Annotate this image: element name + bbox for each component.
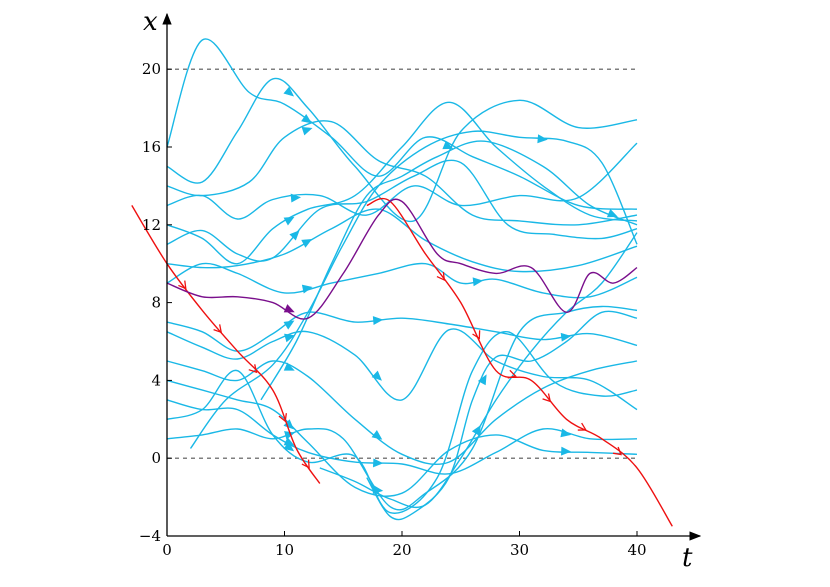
y-axis-label: x — [143, 7, 158, 37]
trajectory-line — [166, 159, 638, 262]
direction-arrow — [301, 459, 310, 469]
trajectory-blue-0 — [166, 38, 638, 210]
direction-arrow — [612, 446, 622, 456]
trajectory-blue-13 — [166, 331, 638, 514]
trajectory-blue-8 — [166, 311, 638, 352]
y-tick-label: 0 — [151, 449, 161, 467]
direction-arrow — [372, 316, 384, 325]
direction-arrow — [507, 369, 517, 379]
axes — [162, 12, 702, 541]
direction-arrow — [213, 324, 223, 334]
direction-arrow — [373, 458, 384, 468]
direction-arrow — [471, 424, 481, 436]
trajectory-blue-12 — [166, 399, 638, 475]
direction-arrow — [542, 393, 552, 403]
direction-arrow — [284, 333, 295, 343]
trajectory-line — [366, 197, 673, 527]
trajectory-blue-11 — [166, 379, 638, 498]
direction-arrow — [278, 413, 287, 423]
series-layer — [131, 38, 673, 527]
x-tick-label: 30 — [510, 541, 529, 559]
trajectory-blue-3 — [166, 142, 638, 220]
x-tick-label: 0 — [162, 541, 172, 559]
direction-arrow — [248, 364, 258, 374]
trajectory-blue-7 — [166, 262, 638, 299]
direction-arrow — [606, 208, 618, 218]
trajectory-line — [166, 262, 638, 299]
trajectory-line — [166, 198, 638, 320]
direction-arrow — [371, 430, 383, 440]
trajectory-line — [166, 328, 638, 411]
trajectory-line — [166, 101, 638, 265]
trajectory-blue-4 — [166, 101, 638, 265]
direction-arrow — [436, 271, 446, 281]
direction-arrow — [537, 134, 548, 144]
direction-arrow — [283, 216, 295, 226]
direction-arrow — [178, 280, 187, 290]
trajectory-line — [166, 379, 638, 498]
trajectory-blue-1 — [166, 77, 638, 222]
trajectory-red-20 — [366, 197, 673, 527]
direction-arrow — [442, 140, 454, 150]
trajectory-blue-18 — [366, 310, 638, 521]
x-tick-label: 40 — [627, 541, 646, 559]
y-tick-label: 8 — [151, 294, 161, 312]
trajectory-line — [166, 38, 638, 210]
y-tick-label: 4 — [151, 371, 161, 389]
direction-arrow — [371, 370, 382, 381]
direction-arrow — [477, 374, 487, 386]
direction-arrow — [561, 446, 572, 456]
trajectory-blue-10 — [166, 360, 638, 466]
x-axis-label: t — [682, 543, 693, 573]
trajectory-blue-9 — [166, 328, 638, 411]
x-tick-label: 20 — [392, 541, 411, 559]
trajectory-blue-16 — [260, 140, 638, 401]
direction-arrow — [289, 230, 300, 241]
reference-lines — [167, 68, 637, 459]
direction-arrow — [283, 304, 295, 313]
direction-arrow — [301, 114, 312, 124]
direction-arrow — [301, 239, 313, 248]
trajectory-line — [166, 311, 638, 352]
direction-arrow — [283, 362, 295, 371]
direction-arrow — [577, 422, 587, 431]
direction-arrow — [283, 320, 295, 330]
trajectory-line — [260, 140, 638, 401]
trajectory-line — [166, 360, 638, 466]
trajectory-blue-15 — [189, 130, 638, 449]
direction-arrow — [290, 193, 302, 203]
y-tick-label: −4 — [139, 527, 161, 545]
trajectory-line — [166, 142, 638, 220]
trajectory-line — [166, 120, 638, 226]
direction-arrow — [283, 441, 295, 452]
trajectory-blue-5 — [166, 159, 638, 262]
direction-arrow — [472, 277, 484, 287]
trajectory-line — [166, 331, 638, 514]
trajectory-line — [166, 399, 638, 475]
trajectory-blue-2 — [166, 120, 638, 226]
trajectory-purple-21 — [166, 198, 638, 320]
direction-arrow — [560, 332, 572, 342]
trajectory-line — [189, 130, 638, 449]
trajectory-line — [166, 77, 638, 222]
direction-arrow — [283, 86, 295, 97]
direction-arrow — [301, 126, 313, 136]
direction-arrow — [301, 284, 313, 294]
x-tick-label: 10 — [275, 541, 294, 559]
y-tick-label: 12 — [142, 216, 161, 234]
direction-arrow — [560, 428, 572, 438]
y-tick-label: 16 — [142, 138, 161, 156]
y-tick-label: 20 — [142, 60, 161, 78]
direction-arrow — [472, 330, 481, 340]
